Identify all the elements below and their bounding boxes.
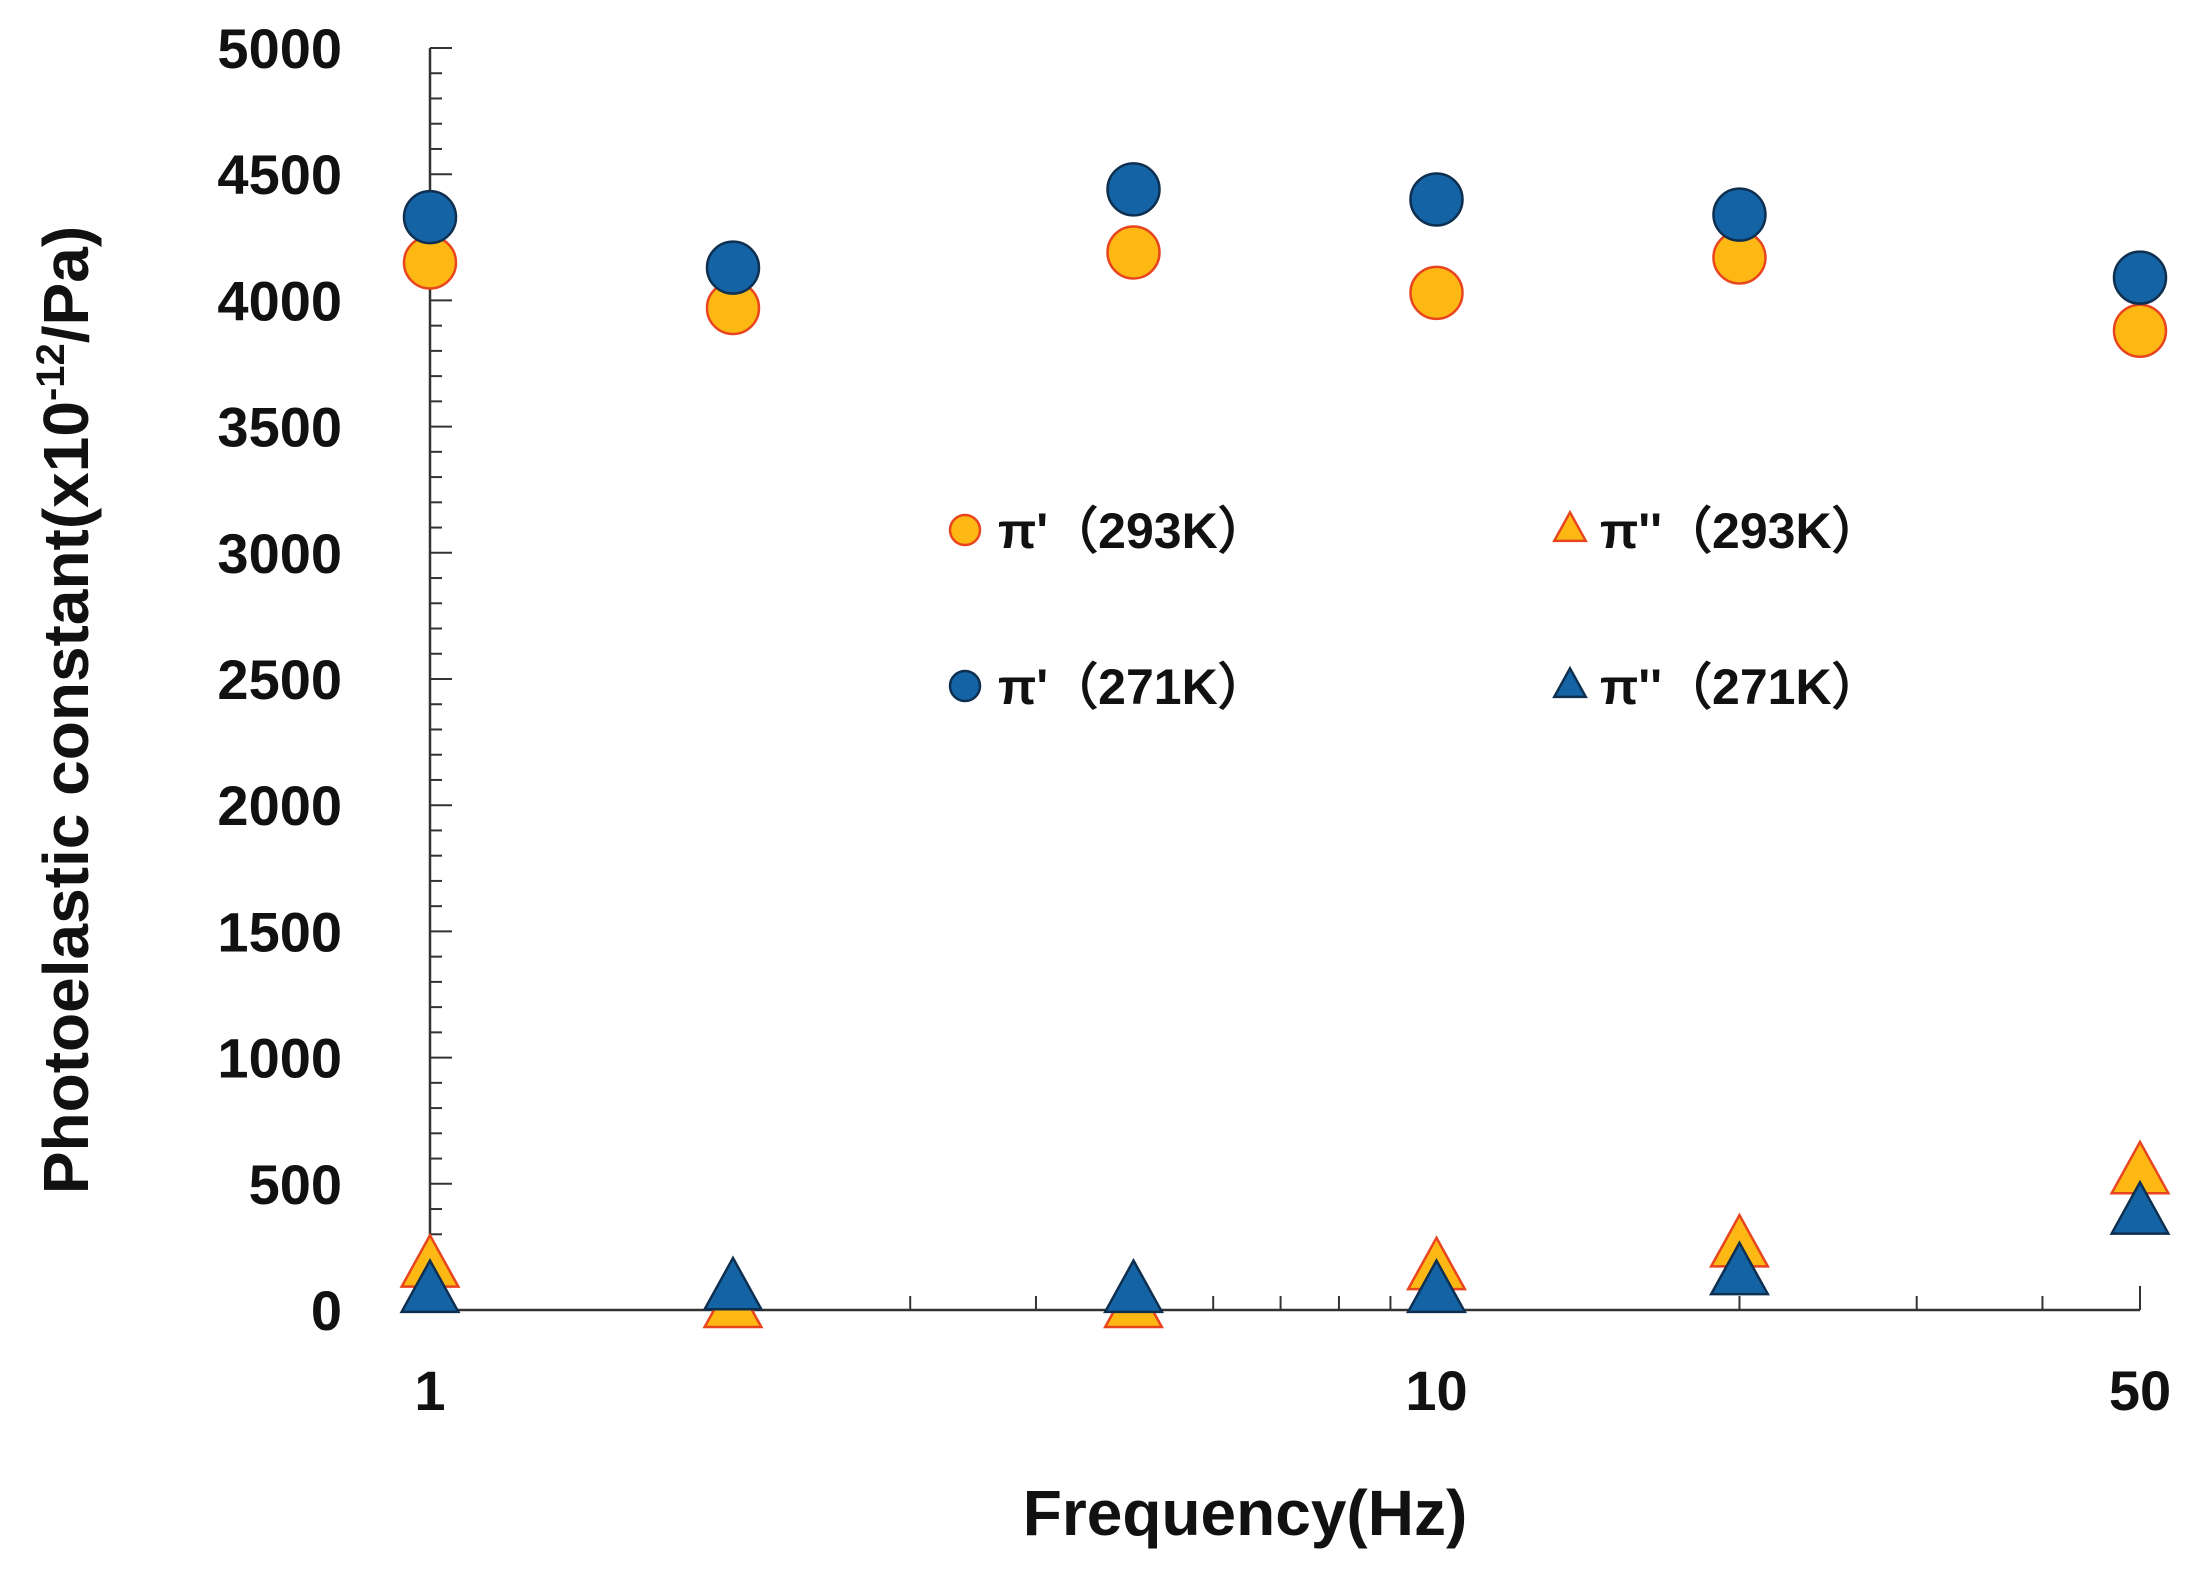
data-point xyxy=(2109,1179,2171,1235)
y-axis-title-sup: -12 xyxy=(29,343,73,401)
data-point xyxy=(399,1257,461,1314)
y-tick-label: 1500 xyxy=(217,900,342,963)
axes xyxy=(428,48,2140,1312)
series-pi-prime-293K xyxy=(402,225,2168,358)
legend-marker xyxy=(1552,665,1588,699)
y-axis-title: Photoelastic constant(x10-12/Pa) xyxy=(29,226,102,1194)
data-point xyxy=(2112,303,2168,358)
data-point xyxy=(702,1255,764,1311)
series-pi-double-prime-271K xyxy=(399,1179,2171,1314)
y-tick-label: 2500 xyxy=(217,648,342,711)
y-tick-label: 2000 xyxy=(217,774,342,837)
data-point xyxy=(1106,225,1161,280)
data-point xyxy=(1406,1257,1467,1314)
y-axis-ticks: 0 500 1000 1500 2000 2500 3000 3500 4000 4500 5000 xyxy=(217,17,452,1342)
y-tick-label: 1000 xyxy=(217,1027,342,1090)
y-axis-title-suffix: /Pa) xyxy=(30,226,102,343)
legend-marker xyxy=(948,669,982,703)
y-axis-title-main: Photoelastic constant(x10 xyxy=(30,401,102,1194)
data-point xyxy=(2112,250,2168,305)
legend-label: π'（293K） xyxy=(998,503,1268,559)
legend-label: π''（293K） xyxy=(1600,503,1882,559)
series-pi-prime-271K xyxy=(402,162,2168,305)
y-tick-label: 500 xyxy=(249,1153,342,1216)
legend-marker xyxy=(948,513,982,547)
y-tick-label: 4000 xyxy=(217,269,342,332)
legend-label: π'（271K） xyxy=(998,659,1268,715)
legend-marker xyxy=(1552,509,1588,543)
x-axis-title: Frequency(Hz) xyxy=(1023,1477,1468,1549)
data-point xyxy=(1409,265,1464,321)
x-axis-ticks: 1 10 50 xyxy=(414,1286,2171,1422)
data-marks xyxy=(399,162,2171,1329)
data-point xyxy=(1409,172,1464,227)
legend: π'（293K） π''（293K） π'（271K） π''（271K） xyxy=(948,503,1882,715)
y-tick-label: 0 xyxy=(311,1279,342,1342)
legend-label: π''（271K） xyxy=(1600,659,1882,715)
data-point xyxy=(1106,162,1161,217)
y-tick-label: 4500 xyxy=(217,143,342,206)
x-tick-label: 10 xyxy=(1405,1359,1467,1422)
x-tick-label: 50 xyxy=(2109,1359,2171,1422)
data-point xyxy=(1709,1240,1770,1296)
data-point xyxy=(1103,1257,1164,1314)
data-point xyxy=(402,189,458,245)
data-point xyxy=(705,240,761,295)
y-tick-label: 3000 xyxy=(217,522,342,585)
y-tick-label: 3500 xyxy=(217,396,342,459)
series-pi-double-prime-293K xyxy=(399,1139,2171,1329)
y-tick-label: 5000 xyxy=(217,17,342,80)
x-tick-label: 1 xyxy=(414,1359,445,1422)
data-point xyxy=(1712,187,1767,242)
